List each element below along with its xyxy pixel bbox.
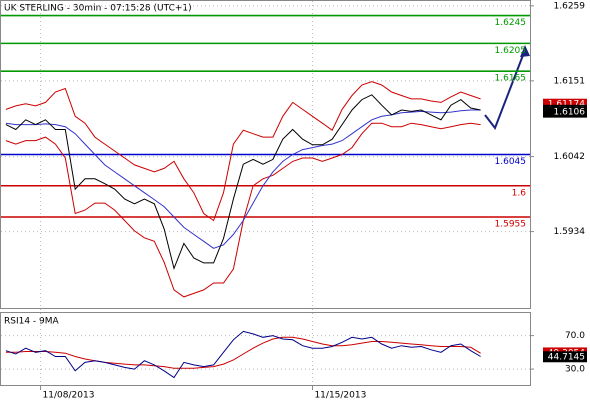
y-tick-label: 1.6042 [554, 152, 586, 162]
price-box [543, 106, 587, 118]
x-tick-label: 11/15/2013 [314, 391, 366, 400]
level-label: 1.6205 [495, 46, 527, 56]
price-box [543, 98, 587, 110]
level-label: 1.6245 [495, 18, 527, 28]
series-line [5, 336, 481, 369]
y-tick-label: 30.0 [565, 365, 585, 375]
y-tick-label: 1.6151 [554, 76, 586, 86]
series-line [5, 81, 481, 222]
x-tick-label: 11/08/2013 [43, 391, 95, 400]
rsi-title: RSI14 - 9MA [4, 317, 60, 327]
level-label: 1.6165 [495, 74, 527, 84]
forecast-arrow [484, 49, 526, 131]
y-tick-label: 1.6259 [554, 1, 586, 11]
rsi-panel [0, 312, 531, 386]
arrow-head [520, 45, 530, 57]
chart-title: UK STERLING - 30min - 07:15:28 (UTC+1) [4, 4, 192, 14]
level-label: 1.5955 [495, 220, 527, 230]
y-tick-label: 70.0 [565, 331, 585, 341]
price-box [543, 351, 587, 363]
series-line [5, 330, 481, 379]
price-box-label: 1.6106 [554, 108, 586, 118]
level-label: 1.6045 [495, 157, 527, 167]
price-box-label: 1.61174 [548, 100, 585, 110]
level-label: 1.6 [512, 188, 527, 198]
series-line [5, 94, 481, 271]
y-tick-label: 1.5934 [554, 227, 586, 237]
series-line [5, 109, 481, 249]
price-box-label: 44.7145 [548, 352, 585, 362]
